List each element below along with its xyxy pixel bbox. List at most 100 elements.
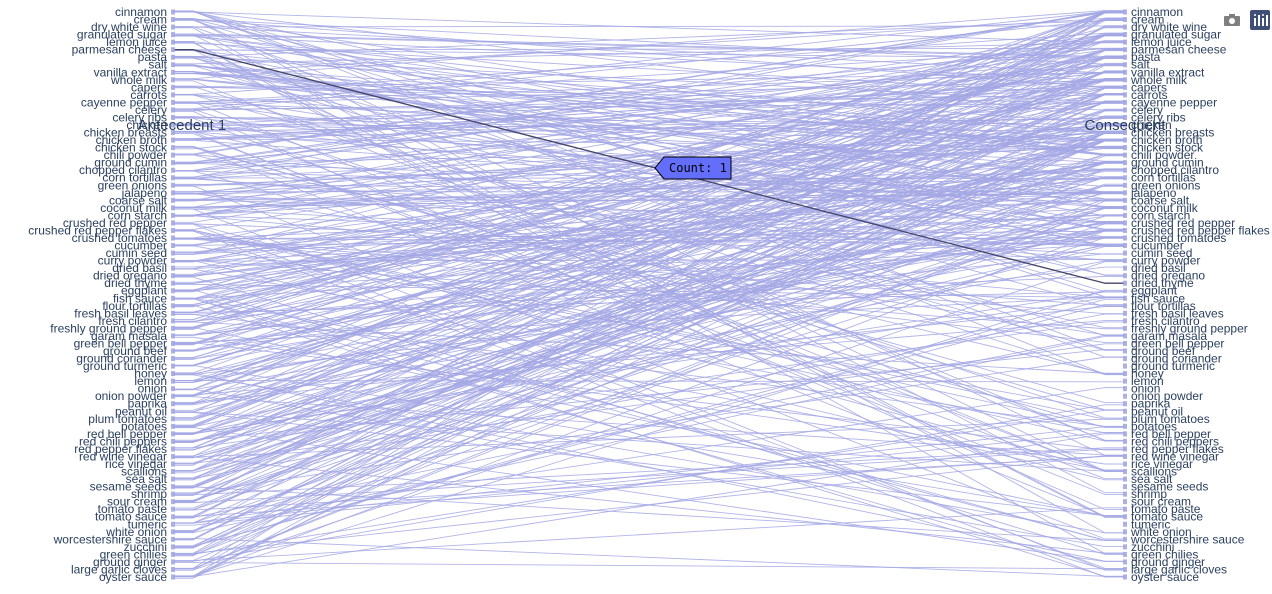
- consequent-category-bar[interactable]: [1123, 197, 1127, 203]
- ribbon-link[interactable]: [173, 70, 1125, 540]
- antecedent-category-bar[interactable]: [171, 250, 175, 256]
- consequent-category-bar[interactable]: [1123, 431, 1127, 437]
- consequent-category-bar[interactable]: [1123, 190, 1127, 196]
- antecedent-category-bar[interactable]: [171, 536, 175, 542]
- ribbon-link[interactable]: [173, 155, 1125, 532]
- antecedent-category-bar[interactable]: [171, 529, 175, 535]
- highlighted-ribbon-link[interactable]: [173, 49, 1125, 284]
- ribbon-link[interactable]: [173, 334, 1125, 518]
- ribbon-link[interactable]: [173, 85, 1125, 125]
- consequent-category-bar[interactable]: [1123, 114, 1127, 120]
- consequent-category-bar[interactable]: [1123, 393, 1127, 399]
- antecedent-category-bar[interactable]: [171, 453, 175, 459]
- antecedent-category-bar[interactable]: [171, 280, 175, 286]
- consequent-category-bar[interactable]: [1123, 378, 1127, 384]
- antecedent-category-bar[interactable]: [171, 130, 175, 136]
- consequent-category-bar[interactable]: [1123, 205, 1127, 211]
- consequent-category-bar[interactable]: [1123, 340, 1127, 346]
- consequent-category-bar[interactable]: [1123, 84, 1127, 90]
- antecedent-category-bar[interactable]: [171, 340, 175, 346]
- consequent-category-bar[interactable]: [1123, 69, 1127, 75]
- antecedent-category-bar[interactable]: [171, 160, 175, 166]
- ribbon-link[interactable]: [173, 303, 1125, 547]
- antecedent-category-bar[interactable]: [171, 476, 175, 482]
- consequent-category-bar[interactable]: [1123, 333, 1127, 339]
- consequent-category-bar[interactable]: [1123, 24, 1127, 30]
- consequent-category-bar[interactable]: [1123, 453, 1127, 459]
- consequent-category-bar[interactable]: [1123, 559, 1127, 565]
- antecedent-category-bar[interactable]: [171, 17, 175, 23]
- antecedent-category-bar[interactable]: [171, 273, 175, 279]
- ribbon-link[interactable]: [173, 404, 1125, 562]
- consequent-category-bar[interactable]: [1123, 325, 1127, 331]
- consequent-category-bar[interactable]: [1123, 32, 1127, 38]
- consequent-category-bar[interactable]: [1123, 220, 1127, 226]
- antecedent-category-bar[interactable]: [171, 122, 175, 128]
- ribbon-link[interactable]: [173, 387, 1125, 524]
- consequent-category-bar[interactable]: [1123, 491, 1127, 497]
- consequent-category-bar[interactable]: [1123, 152, 1127, 158]
- consequent-category-bar[interactable]: [1123, 130, 1127, 136]
- consequent-category-bar[interactable]: [1123, 551, 1127, 557]
- consequent-category-bar[interactable]: [1123, 529, 1127, 535]
- consequent-category-bar[interactable]: [1123, 536, 1127, 542]
- ribbon-link[interactable]: [173, 275, 1125, 315]
- consequent-category-bar[interactable]: [1123, 167, 1127, 173]
- ribbon-link[interactable]: [173, 34, 1125, 217]
- antecedent-category-bar[interactable]: [171, 190, 175, 196]
- ribbon-link[interactable]: [173, 56, 1125, 519]
- antecedent-category-bar[interactable]: [171, 310, 175, 316]
- consequent-category-bar[interactable]: [1123, 92, 1127, 98]
- consequent-category-bar[interactable]: [1123, 446, 1127, 452]
- consequent-category-bar[interactable]: [1123, 484, 1127, 490]
- consequent-category-bar[interactable]: [1123, 476, 1127, 482]
- consequent-category-bar[interactable]: [1123, 212, 1127, 218]
- ribbon-link[interactable]: [173, 313, 1125, 479]
- antecedent-category-bar[interactable]: [171, 114, 175, 120]
- antecedent-category-bar[interactable]: [171, 99, 175, 105]
- antecedent-category-bar[interactable]: [171, 47, 175, 53]
- ribbon-link[interactable]: [173, 42, 1125, 65]
- antecedent-category-bar[interactable]: [171, 145, 175, 151]
- antecedent-category-bar[interactable]: [171, 356, 175, 362]
- consequent-category-bar[interactable]: [1123, 318, 1127, 324]
- antecedent-category-bar[interactable]: [171, 39, 175, 45]
- ribbon-link[interactable]: [173, 63, 1125, 165]
- antecedent-category-bar[interactable]: [171, 514, 175, 520]
- camera-button[interactable]: [1222, 10, 1242, 30]
- antecedent-category-bar[interactable]: [171, 152, 175, 158]
- consequent-category-bar[interactable]: [1123, 54, 1127, 60]
- antecedent-category-bar[interactable]: [171, 167, 175, 173]
- antecedent-category-bar[interactable]: [171, 408, 175, 414]
- ribbon-link[interactable]: [173, 49, 1125, 554]
- consequent-category-bar[interactable]: [1123, 47, 1127, 53]
- antecedent-category-bar[interactable]: [171, 484, 175, 490]
- consequent-category-bar[interactable]: [1123, 137, 1127, 143]
- consequent-category-bar[interactable]: [1123, 303, 1127, 309]
- antecedent-category-bar[interactable]: [171, 107, 175, 113]
- antecedent-category-bar[interactable]: [171, 544, 175, 550]
- consequent-category-bar[interactable]: [1123, 363, 1127, 369]
- antecedent-category-bar[interactable]: [171, 303, 175, 309]
- ribbon-link[interactable]: [173, 47, 1125, 133]
- antecedent-category-bar[interactable]: [171, 559, 175, 565]
- consequent-category-bar[interactable]: [1123, 160, 1127, 166]
- consequent-category-bar[interactable]: [1123, 258, 1127, 264]
- consequent-category-bar[interactable]: [1123, 17, 1127, 23]
- ribbon-link[interactable]: [173, 161, 1125, 502]
- consequent-category-bar[interactable]: [1123, 62, 1127, 68]
- ribbon-link[interactable]: [173, 86, 1125, 579]
- ribbon-link[interactable]: [173, 291, 1125, 435]
- antecedent-category-bar[interactable]: [171, 446, 175, 452]
- antecedent-category-bar[interactable]: [171, 461, 175, 467]
- antecedent-category-bar[interactable]: [171, 62, 175, 68]
- ribbon-link[interactable]: [173, 221, 1125, 405]
- antecedent-category-bar[interactable]: [171, 371, 175, 377]
- antecedent-category-bar[interactable]: [171, 69, 175, 75]
- antecedent-category-bar[interactable]: [171, 235, 175, 241]
- ribbon-link[interactable]: [173, 78, 1125, 419]
- ribbon-link[interactable]: [173, 79, 1125, 367]
- plotly-logo-button[interactable]: [1250, 10, 1270, 30]
- ribbon-link[interactable]: [173, 94, 1125, 548]
- consequent-category-bar[interactable]: [1123, 99, 1127, 105]
